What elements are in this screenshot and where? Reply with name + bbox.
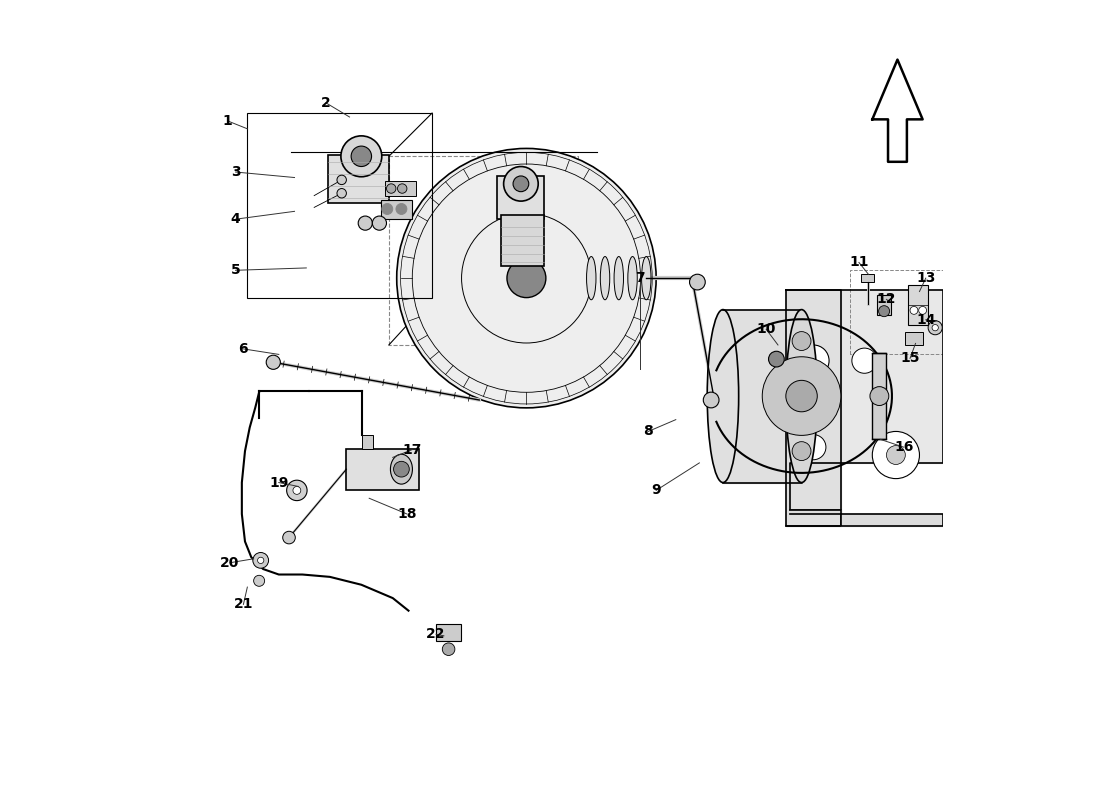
Circle shape	[928, 321, 943, 334]
Circle shape	[337, 175, 346, 185]
Polygon shape	[790, 510, 943, 526]
Ellipse shape	[707, 310, 739, 482]
Circle shape	[394, 462, 409, 477]
Text: 21: 21	[233, 598, 253, 611]
Circle shape	[382, 203, 393, 214]
Text: 6: 6	[239, 342, 249, 356]
Text: 5: 5	[231, 263, 241, 278]
Circle shape	[872, 431, 920, 478]
Circle shape	[372, 216, 386, 230]
Text: 2: 2	[321, 96, 331, 110]
Polygon shape	[723, 310, 802, 482]
Circle shape	[769, 351, 784, 367]
Circle shape	[851, 348, 877, 374]
Text: 8: 8	[644, 425, 653, 438]
Circle shape	[442, 643, 455, 655]
Circle shape	[359, 216, 372, 230]
Circle shape	[266, 355, 280, 370]
Text: 16: 16	[894, 440, 913, 454]
Bar	[381, 199, 412, 219]
Circle shape	[879, 306, 890, 317]
Circle shape	[887, 446, 905, 465]
Circle shape	[337, 189, 346, 198]
Bar	[248, 113, 432, 298]
Text: 20: 20	[220, 556, 240, 570]
Text: 3: 3	[231, 165, 241, 179]
Text: 13: 13	[916, 271, 935, 285]
Circle shape	[397, 184, 407, 194]
Bar	[346, 449, 419, 490]
Polygon shape	[785, 290, 943, 526]
Circle shape	[257, 558, 264, 563]
Circle shape	[918, 306, 926, 314]
Text: 12: 12	[877, 292, 896, 306]
Circle shape	[507, 258, 546, 298]
Text: 22: 22	[427, 627, 446, 642]
Bar	[436, 624, 461, 642]
Text: 10: 10	[757, 322, 776, 336]
Bar	[905, 332, 923, 345]
Polygon shape	[785, 290, 840, 526]
Bar	[385, 182, 417, 196]
Ellipse shape	[390, 454, 412, 484]
Text: 19: 19	[270, 475, 288, 490]
Circle shape	[254, 575, 265, 586]
Polygon shape	[872, 60, 923, 162]
Bar	[497, 176, 544, 219]
Ellipse shape	[586, 257, 596, 300]
Circle shape	[798, 345, 829, 377]
Text: 18: 18	[397, 507, 417, 521]
Text: 9: 9	[651, 483, 661, 498]
Circle shape	[870, 386, 889, 406]
Circle shape	[283, 531, 295, 544]
Circle shape	[396, 203, 407, 214]
Text: 14: 14	[916, 313, 935, 327]
Text: 17: 17	[403, 442, 422, 457]
Bar	[502, 215, 544, 266]
Text: 15: 15	[900, 351, 920, 366]
Circle shape	[341, 136, 382, 177]
Circle shape	[932, 325, 938, 331]
Circle shape	[762, 357, 840, 435]
Ellipse shape	[628, 257, 637, 300]
Bar	[872, 353, 887, 439]
Circle shape	[785, 380, 817, 412]
Circle shape	[293, 486, 300, 494]
Circle shape	[792, 442, 811, 461]
Circle shape	[397, 149, 656, 408]
Bar	[908, 286, 928, 325]
Text: 4: 4	[231, 212, 241, 226]
Ellipse shape	[785, 310, 817, 482]
Circle shape	[287, 480, 307, 501]
Circle shape	[703, 392, 719, 408]
Bar	[362, 434, 373, 449]
Ellipse shape	[641, 257, 651, 300]
Circle shape	[513, 176, 529, 192]
Ellipse shape	[614, 257, 624, 300]
Bar	[877, 295, 891, 315]
Bar	[328, 154, 388, 203]
Circle shape	[351, 146, 372, 166]
Circle shape	[801, 434, 826, 460]
Ellipse shape	[601, 257, 609, 300]
Text: 7: 7	[636, 271, 646, 285]
Bar	[861, 274, 873, 282]
Circle shape	[792, 332, 811, 350]
Text: 11: 11	[849, 255, 869, 270]
Circle shape	[504, 166, 538, 201]
Text: 1: 1	[223, 114, 232, 128]
Circle shape	[910, 306, 917, 314]
Circle shape	[253, 553, 268, 568]
Circle shape	[690, 274, 705, 290]
Circle shape	[386, 184, 396, 194]
